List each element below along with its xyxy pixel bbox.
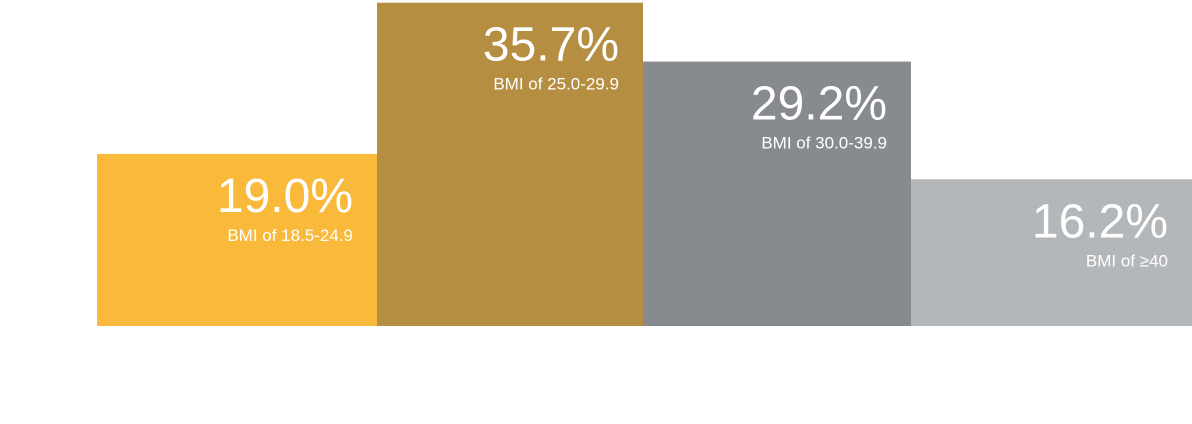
value-label: 29.2%: [751, 78, 887, 131]
value-label: 19.0%: [217, 170, 353, 223]
category-label: BMI of 30.0-39.9: [761, 134, 887, 153]
bar-item: 35.7% BMI of 25.0-29.9: [377, 2, 643, 326]
bar: [643, 61, 911, 326]
bar-group: 19.0% BMI of 18.5-24.9 35.7% BMI of 25.0-29…: [97, 2, 1192, 326]
bar: [911, 179, 1192, 326]
category-label: BMI of 18.5-24.9: [227, 226, 353, 245]
bar: [97, 153, 377, 326]
category-label: BMI of 25.0-29.9: [493, 75, 619, 94]
category-label: BMI of ≥40: [1086, 251, 1168, 270]
bar-item: 19.0% BMI of 18.5-24.9: [97, 153, 377, 326]
bar-item: 16.2% BMI of ≥40: [911, 179, 1192, 326]
value-label: 16.2%: [1032, 195, 1168, 248]
bar-item: 29.2% BMI of 30.0-39.9: [643, 61, 911, 326]
value-label: 35.7%: [483, 19, 619, 72]
bar: [377, 2, 643, 326]
